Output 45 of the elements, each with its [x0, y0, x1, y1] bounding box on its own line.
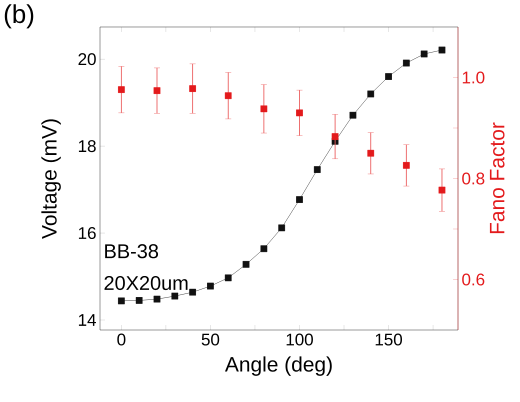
y-axis-title: Voltage (mV) [41, 119, 61, 239]
y-tick-label: 14 [78, 314, 96, 326]
x-tick-label: 50 [202, 334, 220, 346]
point [207, 282, 214, 290]
point [438, 46, 446, 54]
x-tick-label: 0 [117, 334, 126, 346]
point [296, 196, 303, 203]
point [224, 274, 232, 282]
point [438, 186, 446, 194]
point [296, 109, 303, 116]
point [420, 50, 428, 58]
point [367, 90, 374, 98]
point [260, 105, 268, 112]
chart-title: (b) [4, 4, 34, 28]
point [189, 288, 196, 296]
point [350, 112, 356, 119]
point [402, 162, 410, 169]
point [402, 60, 410, 66]
point [242, 260, 250, 268]
y-tick-label: 16 [78, 227, 96, 240]
point [171, 292, 178, 300]
point [136, 297, 143, 304]
point [385, 73, 392, 80]
point [154, 87, 160, 94]
point [189, 85, 196, 92]
point [260, 245, 268, 252]
y2-tick-label: 0.6 [462, 274, 484, 286]
y2-tick-label: 0.8 [462, 172, 484, 185]
x-tick-label: 100 [286, 334, 313, 346]
y-tick-label: 18 [78, 140, 96, 152]
point [314, 166, 321, 173]
point [367, 150, 374, 157]
point [278, 224, 286, 232]
x-axis-title: Angle (deg) [224, 356, 332, 376]
y-tick-label: 20 [78, 53, 96, 66]
x-tick-label: 150 [376, 334, 402, 346]
y2-tick-label: 1.0 [462, 72, 484, 84]
y2-axis-title: Fano Factor [490, 122, 505, 234]
point [118, 297, 125, 304]
point [332, 133, 338, 140]
point [224, 92, 232, 100]
annotation: 20X20um [104, 276, 188, 290]
point [154, 296, 160, 303]
point [118, 86, 125, 94]
annotation: BB-38 [105, 244, 158, 258]
